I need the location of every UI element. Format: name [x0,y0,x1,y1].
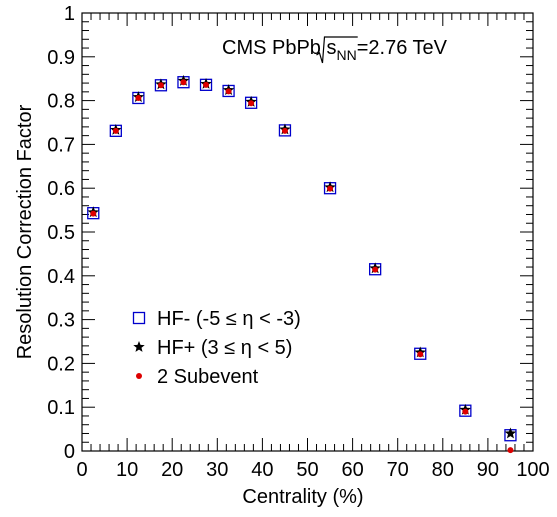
y-tick-label: 0.7 [47,134,75,156]
legend: HF- (-5 ≤ η < -3) HF+ (3 ≤ η < 5) 2 Subeve… [132,308,301,388]
data-point-series-2 [112,127,119,134]
data-point-series-2 [327,185,334,192]
x-tick-label: 70 [387,459,409,481]
plot-frame [81,12,534,452]
data-point-series-2 [507,447,514,454]
x-tick-label: 0 [76,459,87,481]
legend-label-1: HF+ (3 ≤ η < 5) [157,337,292,359]
y-tick-label: 1 [64,3,75,25]
x-tick-label: 60 [341,459,363,481]
x-tick-label: 50 [296,459,318,481]
annotation-sqrt-base: s [326,37,336,59]
legend-marker-0 [132,311,146,325]
y-tick-label: 0.4 [47,266,75,288]
annotation: CMS PbPb sNN=2.76 TeV [222,36,448,64]
x-tick-label: 30 [206,459,228,481]
legend-label-2: 2 Subevent [157,366,259,388]
annotation-text: CMS PbPb sNN=2.76 TeV [222,37,448,63]
data-point-series-2 [462,408,469,415]
y-axis-title: Resolution Correction Factor [14,104,36,359]
data-point-series-2 [225,88,232,95]
annotation-suffix: =2.76 TeV [357,37,448,59]
legend-label-0: HF- (-5 ≤ η < -3) [157,308,301,330]
x-axis-title: Centrality (%) [242,486,363,508]
x-tick-label: 10 [116,459,138,481]
data-point-series-2 [417,351,424,358]
data-point-series-2 [248,100,255,107]
data-point-series-2 [180,79,187,86]
y-tick-label: 0.2 [47,353,75,375]
data-point-series-2 [157,82,164,89]
x-tick-label: 20 [161,459,183,481]
y-tick-label: 0.5 [47,222,75,244]
y-tick-label: 0.9 [47,47,75,69]
x-tick-label: 40 [251,459,273,481]
legend-marker-2 [136,373,142,379]
x-tick-label: 80 [432,459,454,481]
markers-layer [87,74,517,454]
y-tick-label: 0.3 [47,310,75,332]
data-point-series-2 [135,94,142,101]
y-tick-label: 0.1 [47,397,75,419]
data-point-series-2 [281,127,288,134]
data-point-series-2 [90,210,97,217]
data-point-series-1 [504,427,517,439]
annotation-sqrt-subscript: NN [336,47,356,63]
x-tick-label: 90 [477,459,499,481]
data-point-series-2 [203,81,210,88]
legend-marker-1 [133,341,145,352]
ticks-layer [81,12,534,452]
y-tick-label: 0 [64,441,75,463]
sqrt-sign-icon [316,36,358,64]
data-point-series-2 [372,266,379,273]
y-tick-label: 0.6 [47,178,75,200]
tick-labels-layer: 0 10 20 30 40 50 60 70 80 90 100 0 0.1 0.2 0.3 0.4 0.5 0.… [47,3,550,481]
annotation-prefix: CMS PbPb [222,37,326,59]
y-tick-label: 0.8 [47,91,75,113]
x-tick-label: 100 [516,459,549,481]
